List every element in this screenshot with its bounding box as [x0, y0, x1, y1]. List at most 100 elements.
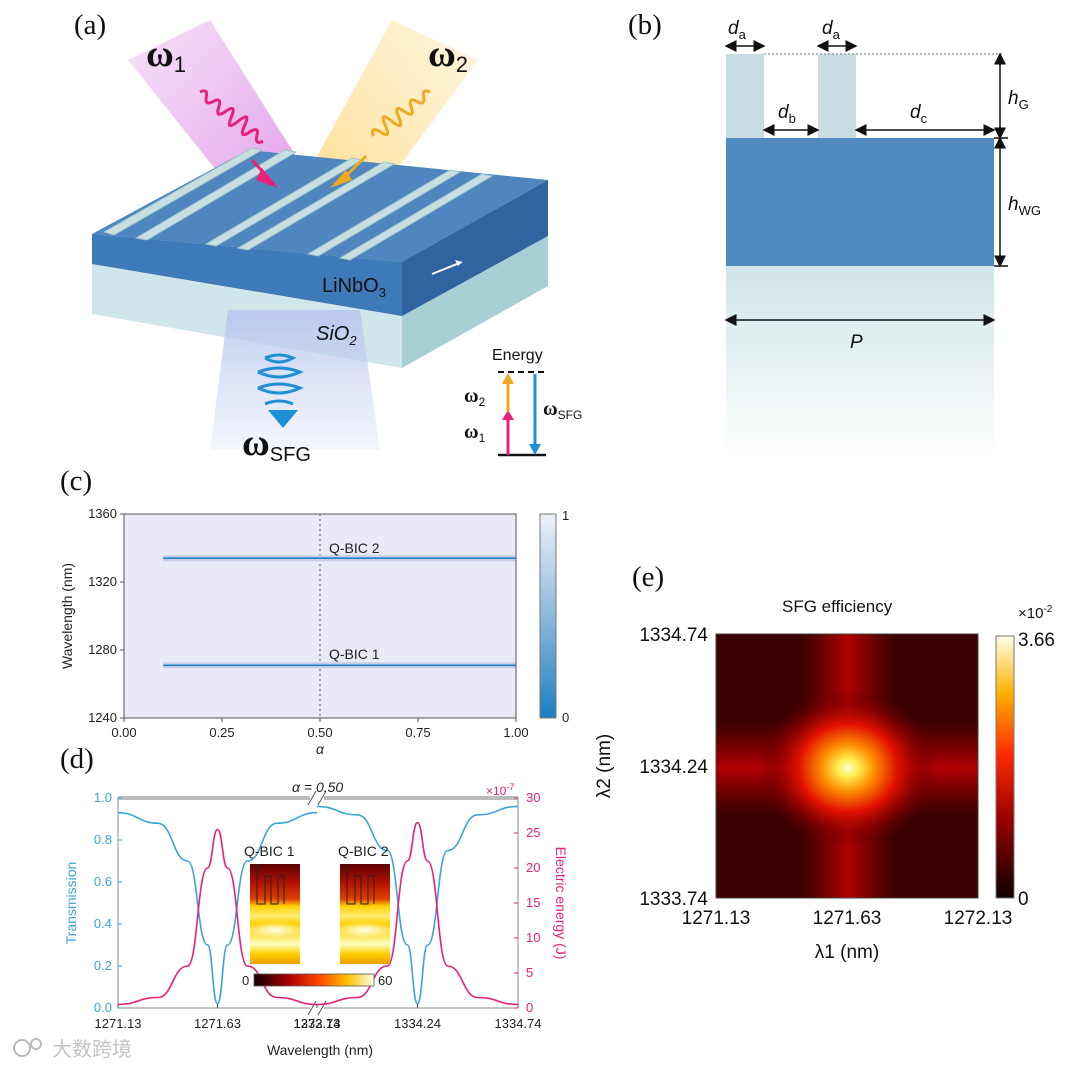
c-x-tick-label: 1.00 [503, 725, 528, 740]
dc-label: dc [910, 102, 928, 126]
e-y-axis-label: λ2 (nm) [594, 734, 615, 798]
hg-label: hG [1008, 88, 1029, 112]
e-x-tick-label: 1272.13 [944, 908, 1013, 929]
c-x-tick-label: 0.00 [111, 725, 136, 740]
panel-c-marks [163, 514, 516, 718]
inset-qbic2-field [335, 864, 395, 964]
panel-d-exponent: ×10-7 [486, 782, 514, 798]
linbo3-side [402, 180, 548, 316]
panel-e-label: (e) [632, 561, 664, 593]
panel-e-frame [715, 633, 979, 899]
inset-qbic1-title: Q-BIC 1 [244, 843, 295, 859]
d-y-tick-label: 0.8 [94, 832, 112, 847]
d-y2-axis-label: Electric energy (J) [553, 847, 569, 960]
d-y-tick-label: 0.6 [94, 874, 112, 889]
panel-e-exponent: ×10-2 [1018, 604, 1053, 622]
panel-c: (c) 0.00 0.25 0.50 0.75 1.00 1240 1280 1320 1360… [59, 465, 569, 757]
panel-c-colorbar-min: 0 [562, 710, 569, 725]
e-y-tick-label: 1334.74 [639, 625, 708, 646]
sio2-label: SiO2 [316, 323, 357, 348]
omega1-wave [199, 89, 264, 144]
d-x-tick-label: 1272.13 [294, 1016, 341, 1031]
p-label: P [850, 332, 863, 353]
panel-c-colorbar-max: 1 [562, 508, 569, 523]
inset-colorbar [253, 973, 375, 987]
d-x-tick-label: 1271.13 [95, 1016, 142, 1031]
omega1-label: ω1 [146, 33, 186, 77]
inset-qbic2-title: Q-BIC 2 [338, 843, 389, 859]
d-y2-tick-label: 0 [526, 1000, 533, 1015]
linbo3-label: LiNbO3 [322, 275, 386, 300]
d-y-tick-label: 0.4 [94, 916, 112, 931]
grating-bars [102, 147, 494, 261]
d-x-tick-label: 1334.74 [495, 1016, 542, 1031]
d-y2-tick-label: 10 [526, 930, 540, 945]
e-y-tick-label: 1334.24 [639, 757, 708, 778]
d-y2-tick-label: 30 [526, 790, 540, 805]
panel-e-colorbar [995, 635, 1015, 899]
panel-e-colorbar-max: 3.66 [1018, 630, 1055, 651]
d-y-axis-label: Transmission [63, 862, 79, 945]
e-x-axis-label: λ1 (nm) [815, 942, 879, 963]
grating-tooth-2 [818, 54, 856, 138]
d-y-tick-label: 0.2 [94, 958, 112, 973]
c-x-tick-label: 0.50 [307, 725, 332, 740]
c-y-tick-label: 1240 [88, 710, 117, 725]
c-y-tick-label: 1360 [88, 506, 117, 521]
sfg-arrowhead [268, 410, 298, 428]
watermark-text: 大数跨境 [52, 1037, 132, 1061]
inset-colorbar-min: 0 [242, 973, 249, 988]
d-x-axis-label: Wavelength (nm) [267, 1042, 373, 1058]
e-y-tick-label: 1333.74 [639, 889, 708, 910]
inset-qbic1-field [245, 864, 305, 964]
hwg-label: hWG [1008, 194, 1041, 218]
d-y-tick-label: 1.0 [94, 790, 112, 805]
substrate-rect [726, 266, 994, 460]
c-y-tick-label: 1320 [88, 574, 117, 589]
c-y-axis-label: Wavelength (nm) [59, 563, 75, 669]
omega2-wave [371, 89, 431, 137]
energy-diagram: Energy ω2 ω1 ωSFG [464, 347, 582, 457]
panel-c-label: (c) [60, 465, 92, 497]
watermark: 大数跨境 [13, 1037, 132, 1061]
alpha-label: α = 0.50 [292, 779, 343, 795]
linbo3-front [92, 234, 402, 316]
d-y2-tick-label: 20 [526, 860, 540, 875]
sfg-heatmap [716, 634, 978, 898]
qbic2-annotation: Q-BIC 2 [329, 540, 380, 556]
panel-b-label: (b) [628, 9, 662, 41]
transmission-curve-2 [316, 805, 519, 1005]
omega2-label: ω2 [428, 33, 468, 77]
energy-omega1-label: ω1 [464, 421, 486, 445]
d-y2-tick-label: 15 [526, 895, 540, 910]
sio2-side [402, 236, 548, 368]
qbic1-annotation: Q-BIC 1 [329, 646, 380, 662]
da-label-1: da [728, 18, 747, 42]
d-y-tick-label: 0.0 [94, 1000, 112, 1015]
energy-omega2-label: ω2 [464, 385, 486, 409]
db-label: db [778, 102, 796, 126]
e-x-tick-label: 1271.13 [682, 908, 751, 929]
e-x-tick-label: 1271.63 [813, 908, 882, 929]
panel-d-label: (d) [60, 743, 94, 775]
waveguide-rect [726, 138, 994, 266]
inset-colorbar-max: 60 [378, 973, 392, 988]
omega-sfg-label: ωSFG [242, 422, 311, 466]
da-label-2: da [822, 18, 841, 42]
c-y-tick-label: 1280 [88, 642, 117, 657]
d-y2-tick-label: 5 [526, 965, 533, 980]
panel-a: (a) [74, 9, 582, 466]
panel-b: (b) da da db dc hG hWG P [628, 9, 1041, 460]
energy-omega-sfg-label: ωSFG [543, 398, 582, 422]
energy-label: Energy [492, 347, 543, 364]
d-y2-tick-label: 25 [526, 825, 540, 840]
panel-d-marks [117, 805, 519, 1006]
panel-c-axes: 0.00 0.25 0.50 0.75 1.00 1240 1280 1320 1360 α Wav… [59, 506, 529, 757]
panel-c-colorbar [539, 513, 557, 719]
grating-tooth-1 [726, 54, 764, 138]
panel-a-label: (a) [74, 9, 106, 41]
c-x-tick-label: 0.75 [405, 725, 430, 740]
